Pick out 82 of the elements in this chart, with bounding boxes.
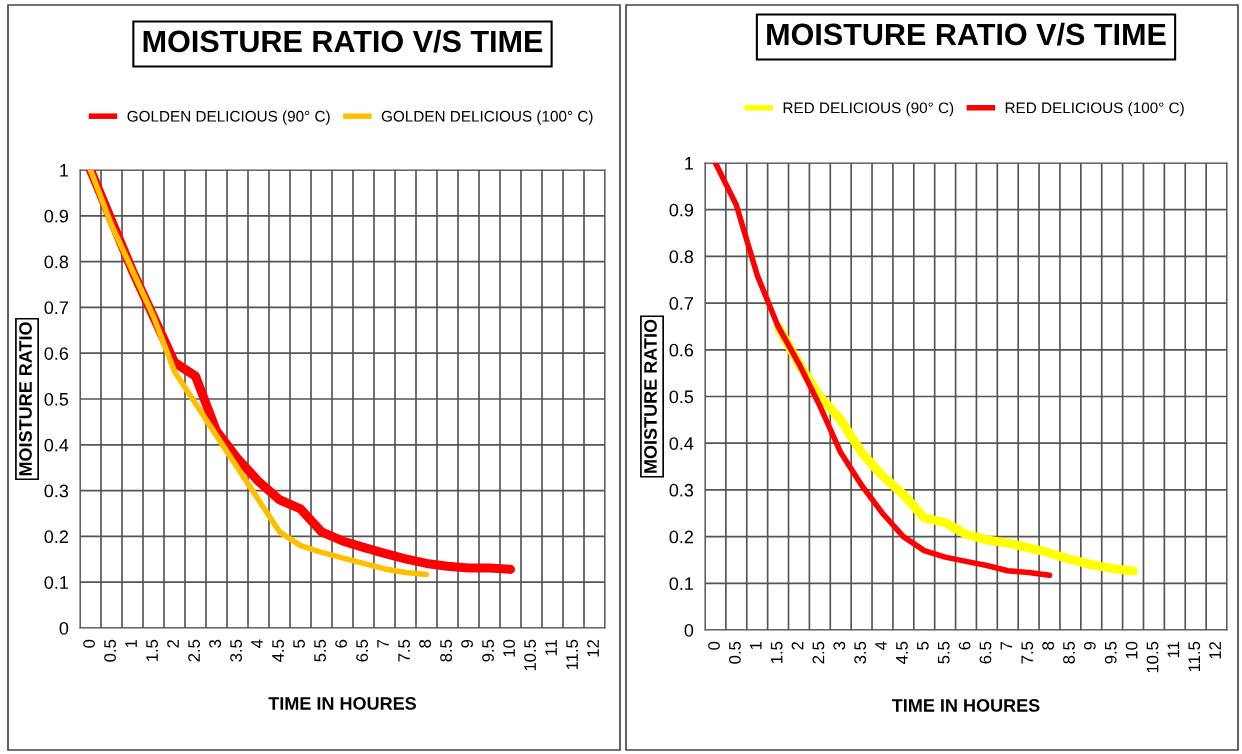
chart-title: MOISTURE RATIO V/S TIME <box>143 29 543 53</box>
x-tick-label: 10 <box>503 639 515 657</box>
x-tick-label: 7 <box>377 639 389 648</box>
x-tick-label: 11.5 <box>566 639 578 670</box>
legend-label: GOLDEN DELICIOUS (90° C) <box>127 110 330 125</box>
x-tick-label: 4.5 <box>272 639 284 662</box>
y-tick-label: 0.8 <box>44 255 69 269</box>
x-axis-title: TIME IN HOURES <box>891 699 1040 712</box>
x-tick-label: 2 <box>791 641 804 650</box>
x-tick-label: 11 <box>1167 641 1180 658</box>
y-tick-label: 0.8 <box>669 250 694 264</box>
y-tick-label: 0.3 <box>669 483 694 497</box>
y-tick-label: 0.5 <box>44 392 69 406</box>
y-tick-label: 0 <box>684 623 694 637</box>
y-axis-title: MOISTURE RATIO <box>19 322 32 476</box>
y-axis-title: MOISTURE RATIO <box>644 319 657 473</box>
x-tick-label: 7.5 <box>398 639 410 662</box>
x-tick-label: 10 <box>1125 641 1138 659</box>
x-tick-label: 12 <box>1209 641 1221 659</box>
x-tick-label: 1 <box>750 641 762 650</box>
x-tick-label: 6.5 <box>356 639 368 662</box>
x-tick-label: 11 <box>545 639 557 656</box>
y-tick-label: 0.6 <box>44 347 69 360</box>
x-tick-label: 0 <box>83 639 95 648</box>
legend-label: GOLDEN DELICIOUS (100° C) <box>381 110 593 125</box>
x-tick-label: 7.5 <box>1021 641 1034 664</box>
x-tick-label: 8 <box>1042 641 1054 650</box>
y-tick-label: 0.5 <box>669 390 694 404</box>
y-tick-label: 0.7 <box>669 297 693 310</box>
y-tick-label: 0.6 <box>669 343 694 357</box>
x-tick-label: 3 <box>209 639 221 648</box>
x-tick-label: 5 <box>917 641 929 650</box>
legend-label: RED DELICIOUS (90° C) <box>783 102 954 117</box>
x-tick-label: 2.5 <box>188 639 200 662</box>
x-tick-label: 0 <box>708 641 720 650</box>
y-tick-label: 0.2 <box>669 530 693 544</box>
x-tick-label: 10.5 <box>1146 641 1159 673</box>
x-tick-label: 8.5 <box>1063 641 1075 664</box>
x-tick-label: 3 <box>833 641 846 650</box>
x-tick-label: 6 <box>335 639 347 648</box>
x-tick-label: 5.5 <box>937 641 950 664</box>
x-tick-label: 6 <box>958 641 971 650</box>
y-tick-label: 1 <box>685 157 694 170</box>
x-tick-label: 12 <box>587 639 599 657</box>
x-tick-label: 4 <box>251 639 263 648</box>
x-tick-label: 2.5 <box>812 641 825 664</box>
x-tick-label: 5.5 <box>314 639 326 662</box>
x-tick-label: 9 <box>1083 641 1096 650</box>
x-tick-label: 8.5 <box>440 639 452 662</box>
y-tick-label: 1 <box>60 164 69 177</box>
y-tick-label: 0.4 <box>669 437 694 450</box>
x-tick-label: 9.5 <box>482 639 494 662</box>
y-tick-label: 0 <box>59 621 69 635</box>
y-tick-label: 0.2 <box>44 530 68 544</box>
x-tick-label: 4 <box>875 641 887 650</box>
x-tick-label: 9 <box>461 639 473 648</box>
x-tick-label: 11.5 <box>1188 641 1201 672</box>
x-tick-label: 1.5 <box>146 639 158 662</box>
y-tick-label: 0.4 <box>44 438 69 452</box>
legend-label: RED DELICIOUS (100° C) <box>1005 102 1184 117</box>
y-tick-label: 0.9 <box>44 209 69 223</box>
x-axis-title: TIME IN HOURES <box>268 697 417 710</box>
x-tick-label: 5 <box>293 639 305 648</box>
x-tick-label: 2 <box>167 639 179 648</box>
y-tick-label: 0.7 <box>44 301 68 315</box>
x-tick-label: 1 <box>125 639 137 648</box>
x-tick-label: 4.5 <box>896 641 908 664</box>
x-tick-label: 7 <box>1000 641 1013 650</box>
x-tick-label: 3.5 <box>854 641 867 664</box>
y-tick-label: 0.1 <box>44 576 69 589</box>
x-tick-label: 9.5 <box>1104 641 1117 664</box>
x-tick-label: 10.5 <box>524 639 536 671</box>
x-tick-label: 6.5 <box>979 641 992 664</box>
x-tick-label: 1.5 <box>770 641 783 664</box>
y-tick-label: 0.9 <box>669 203 694 217</box>
x-tick-label: 0.5 <box>728 641 741 664</box>
x-tick-label: 3.5 <box>230 639 242 662</box>
y-tick-label: 0.1 <box>669 577 694 591</box>
chart-title: MOISTURE RATIO V/S TIME <box>767 22 1166 46</box>
x-tick-label: 8 <box>419 639 431 648</box>
x-tick-label: 0.5 <box>104 639 116 662</box>
y-tick-label: 0.3 <box>44 484 69 498</box>
